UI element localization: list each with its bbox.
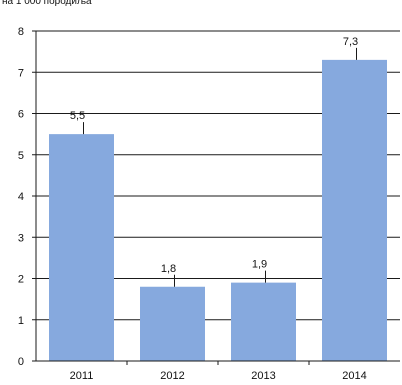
x-tick-label-2012: 2012 [160,370,184,382]
y-tick-label-4: 4 [18,191,24,203]
data-label-2012: 1,8 [161,263,176,275]
bar-2012 [140,286,205,361]
y-tick-label-5: 5 [18,150,24,162]
bar-2011 [49,134,114,361]
y-tick-label-2: 2 [18,274,24,286]
data-label-2011: 5,5 [70,110,85,122]
y-tick-label-7: 7 [18,67,24,79]
x-tick-label-2013: 2013 [251,370,275,382]
bar-2014 [322,59,387,361]
data-labels: 5,5 1,8 1,9 7,3 [70,36,358,287]
bars [49,59,387,361]
x-tick-label-2011: 2011 [70,370,94,382]
data-label-2013: 1,9 [252,259,267,271]
bar-2013 [231,282,296,361]
data-label-2014: 7,3 [343,36,358,48]
y-tick-label-8: 8 [18,26,24,38]
y-tick-label-1: 1 [18,315,24,327]
y-tick-label-0: 0 [18,356,24,368]
y-tick-label-6: 6 [18,109,24,121]
chart-title: на 1 000 породиља [2,0,92,7]
y-tick-label-3: 3 [18,232,24,244]
x-tick-label-2014: 2014 [342,370,366,382]
axes: 0 1 2 3 4 5 6 7 8 2011 2012 2013 2014 [18,26,400,382]
